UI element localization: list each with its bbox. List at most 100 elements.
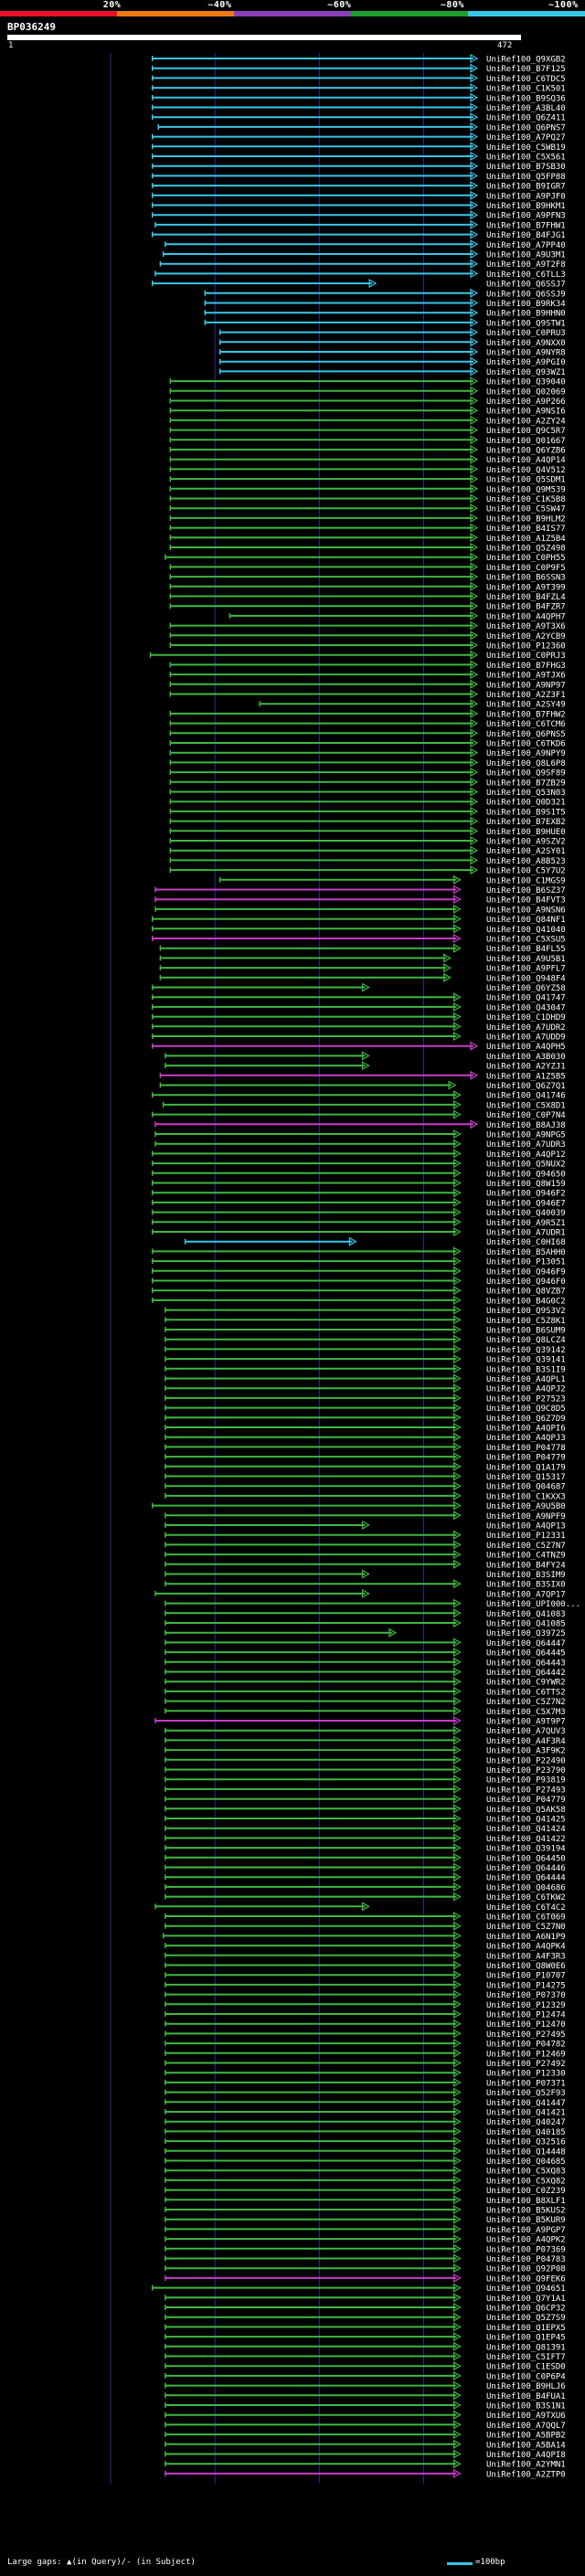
alignment-label: UniRef100_A3B030: [486, 1053, 566, 1062]
alignment-arrow: [470, 181, 479, 191]
alignment-row: UniRef100_B9HLM2: [169, 513, 566, 524]
alignment-row: UniRef100_Q9XGB2: [151, 53, 566, 65]
alignment-label: UniRef100_A7QP17: [486, 1590, 566, 1599]
alignment-arrow: [452, 2312, 462, 2322]
alignment-label: UniRef100_Q5Z7S9: [486, 2314, 566, 2323]
alignment-row: UniRef100_Q41083: [165, 1608, 566, 1619]
alignment-label: UniRef100_P04783: [486, 2255, 566, 2264]
alignment-arrow: [470, 523, 479, 533]
alignment-row: UniRef100_Q04687: [165, 1481, 566, 1492]
alignment-label: UniRef100_B9HKM1: [486, 202, 566, 211]
alignment-row: UniRef100_Q6YZB6: [169, 444, 566, 456]
alignment-label: UniRef100_A9T399: [486, 583, 566, 592]
alignment-label: UniRef100_B5AHH0: [486, 1248, 566, 1257]
alignment-arrow: [452, 2468, 462, 2478]
alignment-row: UniRef100_C4TNZ9: [165, 1550, 566, 1561]
alignment-row: UniRef100_B4FZR7: [169, 601, 566, 612]
alignment-row: UniRef100_P12469: [165, 2048, 566, 2059]
alignment-arrow: [452, 1608, 462, 1618]
alignment-row: UniRef100_A9R5Z1: [151, 1217, 566, 1228]
alignment-arrow: [452, 2116, 462, 2126]
alignment-row: UniRef100_Q64443: [165, 1657, 566, 1668]
alignment-label: UniRef100_P07369: [486, 2245, 566, 2254]
alignment-row: UniRef100_B9HUE0: [169, 826, 566, 837]
alignment-row: UniRef100_C1DHD9: [151, 1012, 566, 1023]
alignment-label: UniRef100_A8B523: [486, 857, 566, 866]
alignment-row: UniRef100_P12330: [165, 2068, 566, 2079]
alignment-row: UniRef100_Q7Y1A1: [165, 2293, 566, 2304]
alignment-row: UniRef100_Q8VZB7: [151, 1286, 566, 1297]
alignment-arrow: [470, 308, 479, 318]
alignment-arrow: [470, 504, 479, 514]
alignment-label: UniRef100_C0P6P4: [486, 2372, 566, 2381]
alignment-label: UniRef100_Q41746: [486, 1092, 566, 1101]
alignment-label: UniRef100_Q6SSJ9: [486, 290, 566, 299]
alignment-arrow: [470, 63, 479, 73]
alignment-label: UniRef100_B4FY24: [486, 1561, 566, 1570]
alignment-arrow: [470, 210, 479, 220]
alignment-row: UniRef100_B9SQ36: [151, 92, 566, 103]
alignment-label: UniRef100_Q6Z7D9: [486, 1415, 566, 1424]
alignment-arrow: [470, 620, 479, 631]
alignment-row: UniRef100_C5X7M3: [165, 1706, 566, 1717]
alignment-label: UniRef100_Q41085: [486, 1620, 566, 1629]
alignment-label: UniRef100_Q6YZB6: [486, 447, 566, 456]
alignment-row: UniRef100_A2SY01: [169, 845, 566, 856]
alignment-label: UniRef100_P04782: [486, 2041, 566, 2050]
alignment-arrow: [470, 435, 479, 445]
alignment-arrow: [470, 112, 479, 122]
alignment-label: UniRef100_A2Z3F1: [486, 691, 566, 700]
alignment-arrow: [470, 708, 479, 718]
alignment-arrow: [452, 2302, 462, 2313]
alignment-row: UniRef100_C5X8D1: [162, 1099, 566, 1110]
alignment-arrow: [470, 670, 479, 680]
alignment-row: UniRef100_B5KUR9: [165, 2214, 566, 2225]
alignment-row: UniRef100_Q5AK58: [165, 1804, 566, 1815]
alignment-arrow: [452, 2175, 462, 2185]
alignment-row: UniRef100_Q9C5R7: [169, 425, 566, 436]
alignment-label: UniRef100_B7SB30: [486, 163, 566, 172]
alignment-label: UniRef100_A9PJF0: [486, 192, 566, 201]
alignment-label: UniRef100_C0Z239: [486, 2187, 566, 2196]
alignment-row: UniRef100_Q02069: [169, 386, 566, 397]
alignment-arrow: [452, 2009, 462, 2019]
alignment-label: UniRef100_Q41747: [486, 994, 566, 1003]
alignment-label: UniRef100_A3BL40: [486, 104, 566, 113]
alignment-row: UniRef100_C0PH55: [165, 552, 566, 563]
alignment-row: UniRef100_A3BL40: [151, 102, 566, 113]
alignment-row: UniRef100_P14275: [165, 1979, 566, 1990]
alignment-row: UniRef100_A9NP97: [169, 679, 566, 690]
alignment-label: UniRef100_A7UDR3: [486, 1140, 566, 1150]
alignment-label: UniRef100_Q94650: [486, 1170, 566, 1179]
alignment-label: UniRef100_Q9XGB2: [486, 56, 566, 65]
alignment-row: UniRef100_C0Z239: [165, 2185, 566, 2196]
alignment-arrow: [452, 1344, 462, 1354]
alignment-label: UniRef100_Q4V512: [486, 466, 566, 475]
alignment-arrow: [452, 2243, 462, 2253]
alignment-label: UniRef100_A1Z5B4: [486, 535, 566, 544]
alignment-row: UniRef100_B9S1T5: [169, 806, 566, 817]
alignment-label: UniRef100_Q39194: [486, 1845, 566, 1854]
alignment-label: UniRef100_Q5AK58: [486, 1806, 566, 1815]
alignment-label: UniRef100_A6N1P9: [486, 1933, 566, 1942]
alignment-row: UniRef100_Q1EP45: [165, 2332, 566, 2343]
alignment-row: UniRef100_Q92P08: [165, 2263, 566, 2274]
alignment-arrow: [452, 1168, 462, 1178]
scale-label-4: ~80%: [440, 0, 464, 10]
alignment-row: UniRef100_P12474: [165, 2009, 566, 2020]
alignment-arrow: [470, 356, 479, 366]
alignment-arrow: [452, 1775, 462, 1785]
alignment-label: UniRef100_Q9C8D5: [486, 1405, 566, 1414]
alignment-row: UniRef100_Q6YZ58: [151, 982, 566, 993]
alignment-label: UniRef100_A4QPH7: [486, 612, 566, 621]
alignment-arrow: [452, 1970, 462, 1980]
alignment-label: UniRef100_Q92P08: [486, 2265, 566, 2274]
alignment-arrow: [361, 1051, 370, 1061]
alignment-arrow: [470, 269, 479, 279]
alignment-arrow: [452, 1500, 462, 1511]
alignment-row: UniRef100_Q15317: [165, 1471, 566, 1482]
query-ruler: [7, 35, 521, 40]
alignment-row: UniRef100_A9U5B1: [159, 953, 566, 964]
alignment-arrow: [470, 142, 479, 152]
alignment-label: UniRef100_C6TLL3: [486, 270, 566, 280]
